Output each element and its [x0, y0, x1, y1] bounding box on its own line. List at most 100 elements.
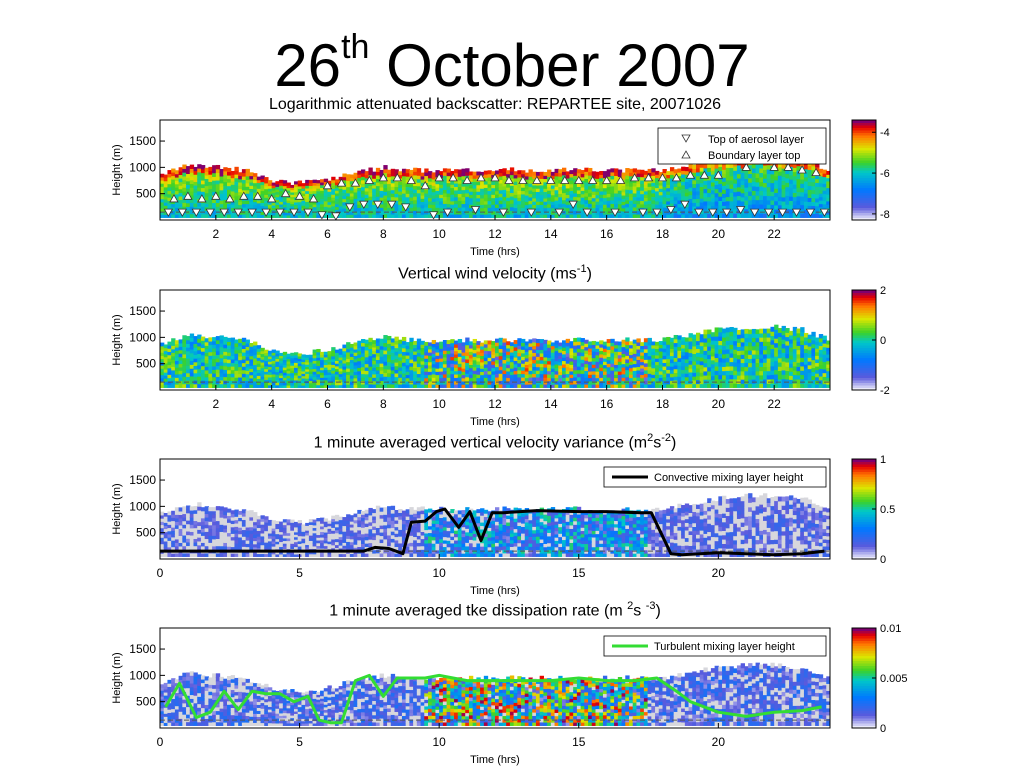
boundary-layer-marker	[713, 170, 724, 179]
x-tick-label: 12	[488, 397, 502, 411]
y-axis-label: Height (m)	[111, 144, 123, 195]
boundary-layer-marker	[671, 173, 682, 182]
aerosol-top-marker	[331, 212, 341, 221]
x-tick-label: 20	[712, 735, 726, 749]
x-axis-label: Time (hrs)	[470, 416, 520, 428]
boundary-layer-marker	[476, 173, 486, 182]
aerosol-top-marker	[694, 208, 704, 217]
boundary-layer-marker	[378, 173, 389, 182]
aerosol-top-marker	[763, 208, 774, 217]
panel4-title: 1 minute averaged tke dissipation rate (…	[329, 600, 661, 620]
aerosol-top-marker	[610, 208, 620, 217]
panel1-title: Logarithmic attenuated backscatter: REPA…	[268, 96, 722, 113]
aerosol-top-marker	[219, 208, 229, 217]
axes-frame	[159, 627, 831, 729]
boundary-layer-marker	[406, 175, 416, 184]
x-tick-label: 12	[488, 227, 502, 241]
x-tick-label: 4	[268, 227, 275, 241]
colorbar: 2 0 -2	[851, 285, 890, 397]
y-tick-label: 1500	[129, 473, 156, 487]
aerosol-top-marker	[442, 208, 453, 217]
legend: Top of aerosol layer Boundary layer top	[657, 127, 827, 165]
boundary-layer-marker	[350, 178, 361, 187]
boundary-layer-marker	[490, 173, 500, 182]
panel2-title: Vertical wind velocity (ms-1)	[398, 263, 592, 283]
colorbar-tick-label: 0.005	[880, 673, 908, 685]
aerosol-top-marker	[261, 208, 271, 217]
y-tick-label: 1000	[129, 499, 156, 513]
boundary-layer-marker	[685, 170, 696, 179]
boundary-layer-marker	[462, 175, 472, 184]
boundary-layer-marker	[322, 180, 333, 190]
x-tick-label: 4	[268, 397, 275, 411]
x-tick-label: 18	[656, 397, 670, 411]
aerosol-top-marker	[498, 208, 509, 217]
x-tick-label: 15	[572, 735, 586, 749]
x-tick-label: 0	[157, 566, 164, 580]
y-tick-label: 1500	[129, 642, 156, 656]
boundary-layer-marker	[392, 173, 402, 182]
x-tick-label: 2	[212, 397, 219, 411]
x-tick-label: 6	[324, 397, 331, 411]
boundary-layer-marker	[434, 173, 444, 182]
aerosol-top-marker	[722, 208, 732, 217]
x-tick-label: 0	[157, 735, 164, 749]
x-tick-label: 14	[544, 397, 558, 411]
aerosol-top-marker	[791, 208, 802, 217]
boundary-layer-marker	[294, 191, 305, 200]
aerosol-top-marker	[526, 208, 536, 217]
boundary-layer-marker	[239, 191, 249, 200]
heatmap-field	[160, 493, 830, 557]
x-tick-label: 6	[324, 227, 331, 241]
boundary-layer-marker	[448, 173, 458, 182]
boundary-layer-marker	[741, 162, 751, 171]
colorbar-tick-label: -2	[880, 385, 890, 397]
slide-title: 26th October 2007	[274, 28, 750, 99]
aerosol-top-marker	[400, 203, 411, 212]
boundary-layer-marker	[769, 162, 779, 171]
aerosol-top-marker	[177, 208, 188, 217]
colorbar-tick-label: 0.5	[880, 504, 895, 516]
aerosol-top-marker	[275, 208, 285, 217]
boundary-layer-marker	[183, 191, 193, 200]
y-tick-label: 1000	[129, 330, 156, 344]
heatmap-field	[160, 324, 830, 388]
aerosol-top-marker	[638, 208, 648, 217]
colorbar-tick-label: -4	[880, 127, 890, 139]
legend-label: Top of aerosol layer	[708, 134, 804, 146]
aerosol-top-marker	[345, 203, 355, 212]
boundary-layer-marker	[420, 180, 430, 190]
aerosol-top-marker	[554, 208, 564, 217]
axes-frame	[159, 458, 831, 560]
y-tick-label: 500	[136, 187, 156, 201]
boundary-layer-marker	[253, 191, 263, 200]
boundary-layer-marker	[797, 165, 807, 174]
y-tick-label: 500	[136, 526, 156, 540]
x-tick-label: 18	[656, 227, 670, 241]
boundary-layer-marker	[169, 194, 179, 203]
colorbar: -4 -6 -8	[851, 119, 890, 221]
aerosol-top-marker	[708, 208, 718, 217]
boundary-layer-marker	[601, 175, 612, 184]
aerosol-top-marker	[805, 208, 816, 217]
y-tick-label: 500	[136, 695, 156, 709]
y-tick-label: 1000	[129, 160, 156, 174]
y-axis-label: Height (m)	[111, 483, 123, 534]
boundary-layer-marker	[211, 191, 221, 200]
y-axis-label: Height (m)	[111, 314, 123, 365]
boundary-layer-marker	[574, 175, 584, 184]
x-tick-label: 15	[572, 566, 586, 580]
x-tick-label: 20	[712, 566, 726, 580]
boundary-layer-marker	[629, 173, 640, 182]
colorbar: 10.50	[851, 454, 895, 566]
aerosol-top-marker	[163, 208, 174, 217]
boundary-layer-marker	[280, 188, 291, 198]
series-line-turbulent-mixing-layer-height	[164, 673, 822, 725]
colorbar-tick-label: -6	[880, 168, 890, 180]
x-tick-label: 10	[432, 227, 446, 241]
x-tick-label: 16	[600, 227, 614, 241]
boundary-layer-marker	[560, 175, 570, 184]
